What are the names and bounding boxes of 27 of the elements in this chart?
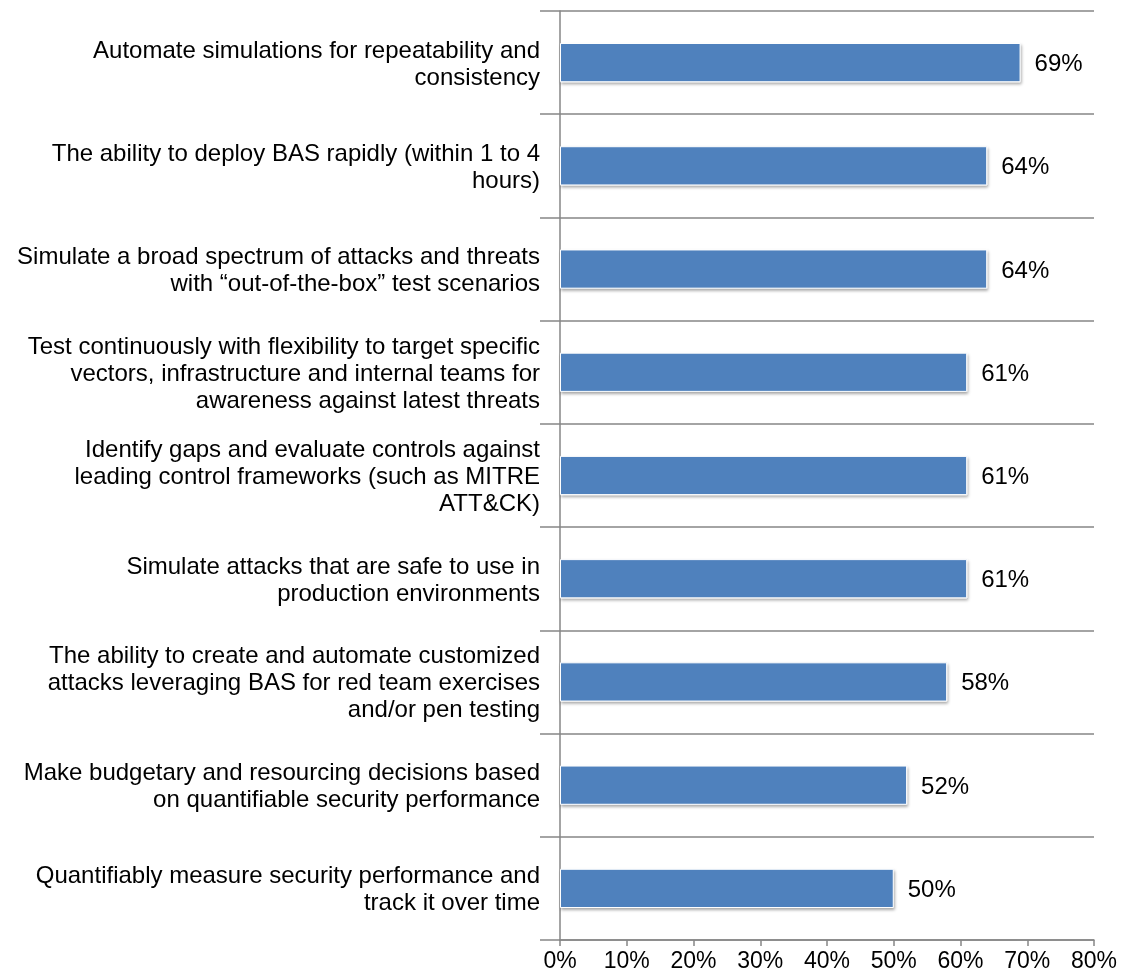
x-tick-label: 10% bbox=[603, 946, 650, 973]
x-tick-label: 80% bbox=[1070, 946, 1118, 973]
x-tick-label: 30% bbox=[737, 946, 784, 973]
y-tick-label: Make budgetary and resourcing decisions based on quantifiable security performance bbox=[23, 758, 540, 813]
y-tick-label: Automate simulations for repeatability and consistency bbox=[93, 35, 540, 90]
data-label: 64% bbox=[1001, 152, 1050, 180]
x-tick-label: 40% bbox=[803, 946, 851, 973]
y-tick-label: Test continuously with flexibility to target specific vectors, infrastructure and internal teams for awareness against latest threats bbox=[27, 331, 540, 413]
x-tick-label: 70% bbox=[1004, 946, 1051, 973]
data-label: 50% bbox=[907, 874, 956, 902]
x-tick-label: 60% bbox=[937, 946, 984, 973]
x-tick-label: 20% bbox=[670, 946, 717, 973]
data-label: 61% bbox=[981, 358, 1030, 386]
y-tick-label: Quantifiably measure security performance and track it over time bbox=[35, 861, 540, 916]
y-tick-label: The ability to create and automate customized attacks leveraging BAS for red team exercises and/or pen testing bbox=[47, 641, 540, 723]
data-label: 61% bbox=[981, 565, 1030, 593]
data-label: 61% bbox=[981, 462, 1030, 489]
data-label: 52% bbox=[921, 771, 970, 799]
data-label: 64% bbox=[1001, 255, 1050, 283]
y-tick-label: Simulate attacks that are safe to use in production environments bbox=[126, 551, 540, 606]
y-tick-label: Identify gaps and evaluate controls against leading control frameworks (such as MITRE ATT&CK) bbox=[74, 435, 541, 516]
y-tick-label: Simulate a broad spectrum of attacks and threats with “out-of-the-box” test scenarios bbox=[17, 242, 540, 297]
x-tick-label: 0% bbox=[543, 946, 577, 973]
y-tick-label: The ability to deploy BAS rapidly (within 1 to 4 hours) bbox=[51, 138, 540, 193]
data-label: 69% bbox=[1034, 49, 1083, 77]
data-label: 58% bbox=[961, 668, 1010, 696]
x-tick-label: 50% bbox=[870, 946, 917, 973]
